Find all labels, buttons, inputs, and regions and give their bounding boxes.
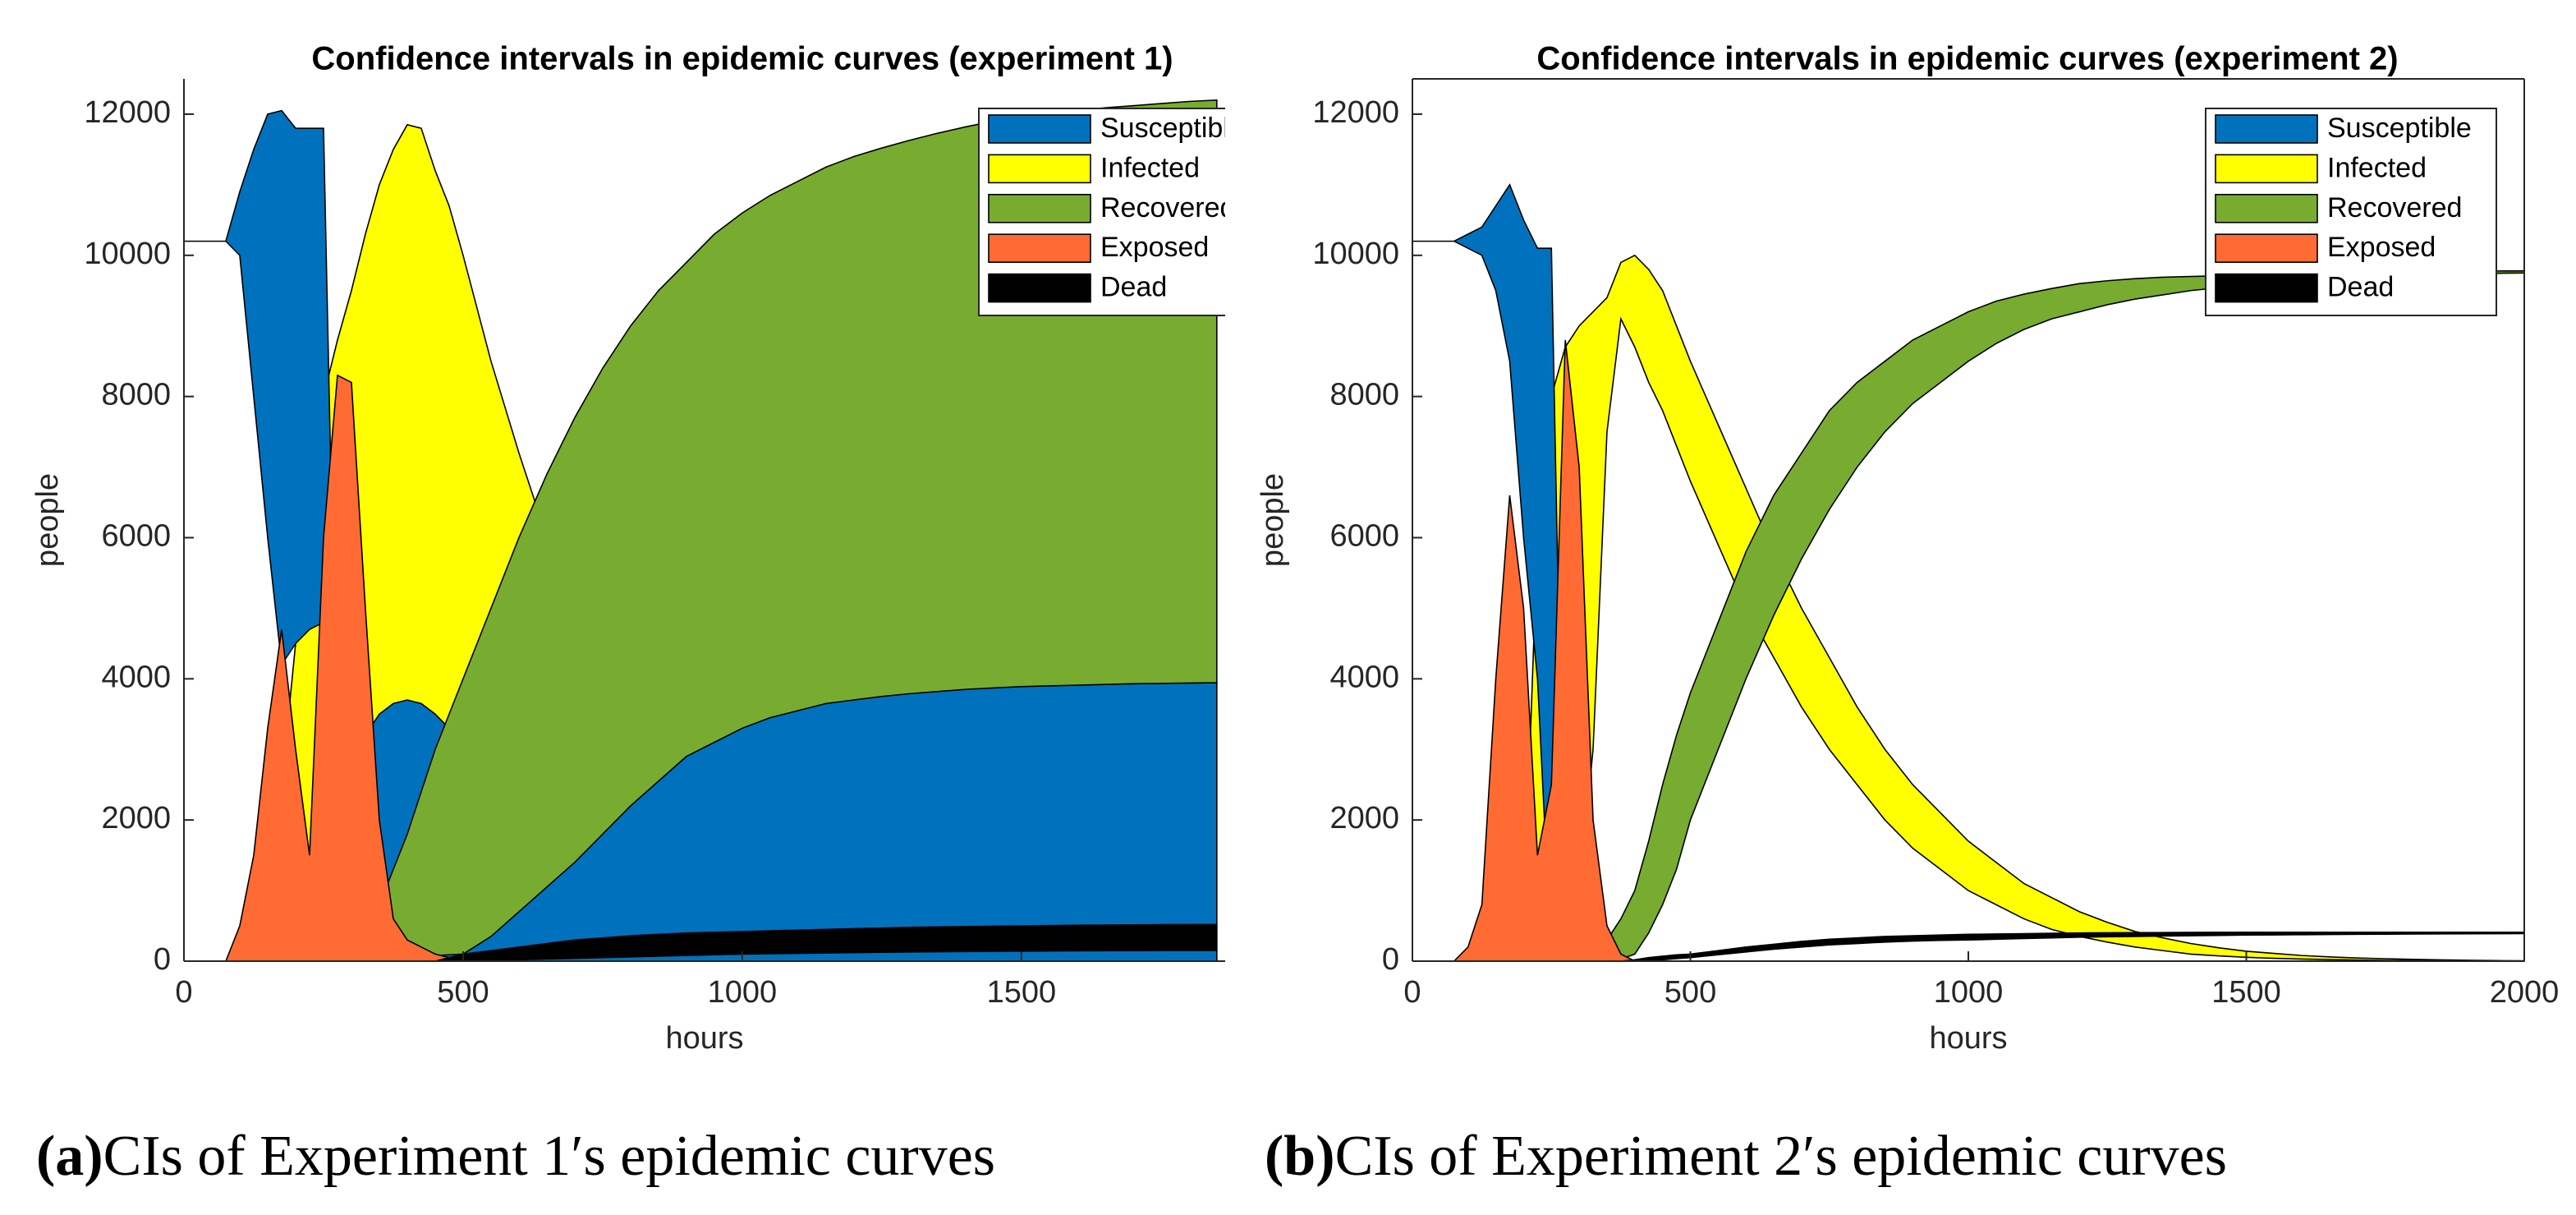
x-tick-label: 500 [1665,975,1716,1010]
y-tick-label: 6000 [101,519,171,554]
legend-label: Susceptible [1100,113,1245,144]
legend-swatch [2215,154,2318,184]
y-tick-label: 12000 [1312,95,1399,130]
legend-swatch [988,114,1091,144]
legend-label: Recovered [2327,192,2462,223]
y-tick-label: 2000 [1329,801,1399,835]
y-tick-label: 4000 [1329,660,1399,694]
legend-label: Recovered [1100,192,1235,223]
x-tick-label: 1500 [987,975,1057,1010]
x-tick-label: 0 [1403,975,1421,1010]
x-tick-label: 0 [175,975,192,1010]
x-tick-label: 1500 [2211,975,2281,1010]
caption-label: (a) [36,1125,103,1188]
caption-text: CIs of Experiment 1′s epidemic curves [103,1125,995,1188]
legend-label: Exposed [2327,232,2436,263]
legend-swatch [2215,114,2318,144]
legend-label: Exposed [1100,232,1209,263]
y-tick-label: 0 [1382,942,1399,977]
x-tick-label: 500 [437,975,489,1010]
y-tick-label: 4000 [101,660,171,694]
title-group: Confidence intervals in epidemic curves … [311,41,1173,77]
legend-swatch [2215,233,2318,264]
legend-label: Dead [1100,272,1167,303]
x-tick-label: 1000 [708,975,778,1010]
legend: Susceptible Infected Recovered Exposed Dead [2205,108,2497,316]
y-axis-label: people [30,473,65,567]
legend-label: Infected [2327,152,2427,183]
chart-title: Confidence intervals in epidemic curves … [1536,41,2398,77]
legend-swatch [2215,194,2318,223]
caption-text: CIs of Experiment 2′s epidemic curves [1335,1125,2227,1188]
legend-swatch [988,194,1091,223]
legend-label: Susceptible [2327,113,2472,144]
title-group: Confidence intervals in epidemic curves … [1536,41,2398,77]
y-tick-label: 8000 [1329,378,1399,412]
y-tick-label: 12000 [84,95,171,130]
legend-swatch [988,273,1091,303]
legend-swatch [988,233,1091,264]
y-tick-label: 10000 [1312,237,1399,271]
chart: 0 500 1000 1500 0 2000 4000 6000 8000 10000 12000 h… [30,41,1245,1188]
x-tick-label: 1000 [1934,975,2004,1010]
chart-title: Confidence intervals in epidemic curves … [311,41,1173,77]
plot-area [184,99,1218,962]
y-tick-label: 2000 [101,801,171,835]
y-tick-label: 8000 [101,378,171,412]
x-axis-label: hours [665,1021,743,1056]
caption: (a)CIs of Experiment 1′s epidemic curves [36,1125,995,1188]
x-axis-label: hours [1929,1021,2007,1056]
caption: (b)CIs of Experiment 2′s epidemic curves [1265,1125,2227,1188]
y-tick-label: 0 [154,942,171,977]
y-tick-label: 10000 [84,237,171,271]
legend-label: Dead [2327,272,2394,303]
legend: Susceptible Infected Recovered Exposed Dead [978,108,1245,316]
y-axis-label: people [1256,473,1290,567]
chart: 0 500 1000 1500 2000 0 2000 4000 6000 8000 10000 12… [1256,41,2559,1189]
caption-label: (b) [1265,1125,1335,1188]
legend-swatch [988,154,1091,184]
x-tick-label: 2000 [2490,975,2560,1010]
legend-label: Infected [1100,152,1200,183]
legend-swatch [2215,273,2318,303]
y-tick-label: 6000 [1329,519,1399,554]
